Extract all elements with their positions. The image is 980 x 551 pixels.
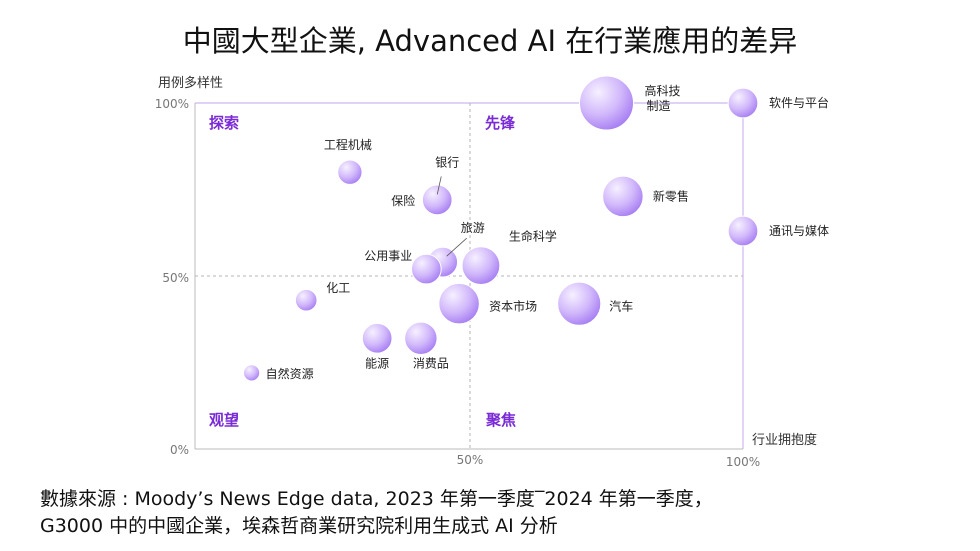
chart-title: 中國大型企業, Advanced AI 在行業應用的差异 bbox=[182, 24, 798, 58]
bubble-label: 资本市场 bbox=[489, 299, 537, 314]
data-bubble[interactable] bbox=[410, 253, 442, 285]
quadrant-label: 先锋 bbox=[485, 114, 516, 132]
data-bubble[interactable] bbox=[243, 364, 261, 382]
data-bubble[interactable] bbox=[294, 288, 318, 312]
data-bubble[interactable] bbox=[404, 321, 438, 355]
data-bubble[interactable] bbox=[602, 175, 644, 218]
x-tick-label: 50% bbox=[457, 453, 484, 467]
data-bubble[interactable] bbox=[727, 87, 759, 119]
source-line-1: 數據來源 : Moody’s News Edge data, 2023 年第一季… bbox=[40, 488, 713, 510]
bubble-label: 生命科学 bbox=[509, 229, 557, 244]
bubble-label: 软件与平台 bbox=[769, 95, 829, 110]
quadrant-label: 聚焦 bbox=[485, 411, 516, 429]
bubble-label: 化工 bbox=[326, 281, 350, 295]
data-bubble[interactable] bbox=[557, 281, 602, 326]
bubble-label: 工程机械 bbox=[324, 137, 372, 152]
bubble-label: 保险 bbox=[391, 193, 415, 208]
bubble-label: 公用事业 bbox=[364, 249, 412, 263]
x-tick-label: 100% bbox=[726, 455, 760, 469]
bubble-label: 新零售 bbox=[653, 188, 689, 203]
quadrant-label: 观望 bbox=[209, 411, 239, 429]
y-axis-label: 用例多样性 bbox=[158, 75, 223, 91]
quadrant-label: 探索 bbox=[209, 114, 239, 132]
bubble-label: 自然资源 bbox=[266, 366, 314, 381]
leader-line bbox=[436, 176, 442, 195]
data-bubble[interactable] bbox=[438, 282, 480, 325]
leader-line bbox=[446, 237, 467, 257]
y-tick-label: 0% bbox=[170, 443, 189, 457]
source-line-2: G3000 中的中國企業，埃森哲商業研究院利用生成式 AI 分析 bbox=[40, 515, 558, 537]
bubble-label: 银行 bbox=[435, 155, 459, 169]
data-bubble[interactable] bbox=[337, 159, 363, 185]
bubble-label: 消费品 bbox=[413, 356, 449, 370]
data-bubble[interactable] bbox=[421, 184, 453, 216]
source-note: 數據來源 : Moody’s News Edge data, 2023 年第一季… bbox=[40, 486, 940, 540]
bubble-label: 汽车 bbox=[609, 299, 633, 314]
bubble-label: 能源 bbox=[365, 356, 389, 370]
data-bubble[interactable] bbox=[361, 322, 393, 354]
y-tick-label: 100% bbox=[155, 97, 189, 111]
y-tick-label: 50% bbox=[162, 271, 189, 285]
bubble-label: 高科技 bbox=[645, 83, 681, 98]
data-bubble[interactable] bbox=[727, 215, 759, 247]
data-bubble[interactable] bbox=[579, 75, 634, 131]
data-bubble[interactable] bbox=[461, 246, 501, 286]
x-axis-label: 行业拥抱度 bbox=[752, 432, 817, 448]
bubble-label: 制造 bbox=[647, 99, 671, 113]
bubble-label: 通讯与媒体 bbox=[769, 224, 829, 238]
bubble-label: 旅游 bbox=[461, 221, 485, 235]
